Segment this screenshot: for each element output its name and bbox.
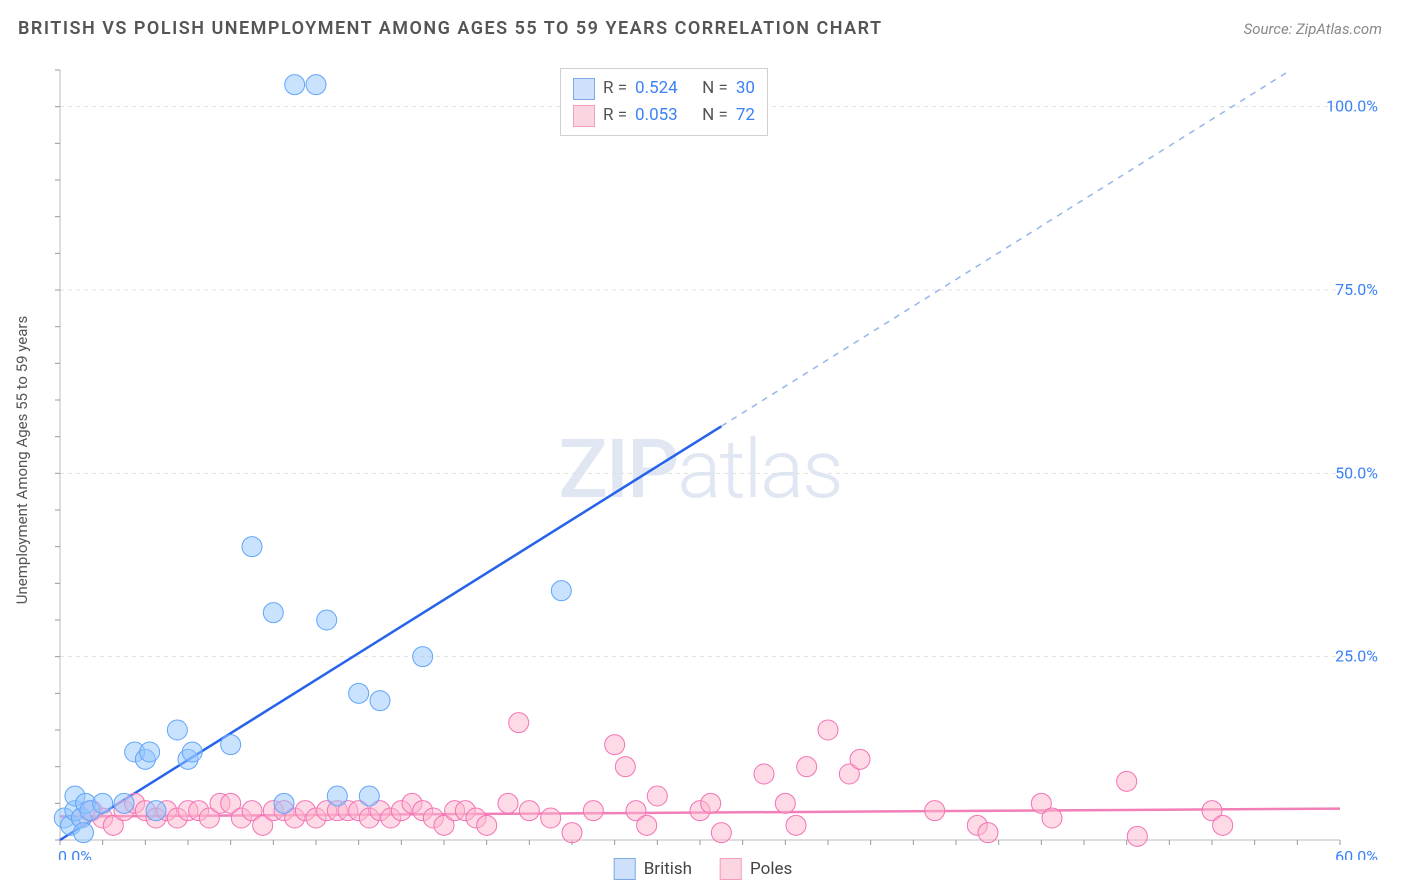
svg-text:25.0%: 25.0% <box>1335 647 1378 666</box>
legend-label-poles: Poles <box>750 859 792 879</box>
chart-area: Unemployment Among Ages 55 to 59 years 2… <box>50 60 1386 860</box>
r-value-poles: 0.053 <box>635 102 678 129</box>
r-label: R = <box>603 75 627 102</box>
svg-text:60.0%: 60.0% <box>1335 847 1378 860</box>
chart-title: BRITISH VS POLISH UNEMPLOYMENT AMONG AGE… <box>18 18 883 39</box>
legend-item-poles: Poles <box>720 858 792 880</box>
svg-text:100.0%: 100.0% <box>1326 97 1378 116</box>
stats-row-british: R = 0.524 N = 30 <box>573 75 755 102</box>
y-axis-label: Unemployment Among Ages 55 to 59 years <box>13 316 31 604</box>
r-value-british: 0.524 <box>635 75 678 102</box>
series-legend: British Poles <box>614 858 793 880</box>
n-value-poles: 72 <box>736 102 755 129</box>
n-value-british: 30 <box>736 75 755 102</box>
n-label: N = <box>702 75 728 102</box>
legend-label-british: British <box>644 859 692 879</box>
stats-row-poles: R = 0.053 N = 72 <box>573 102 755 129</box>
scatter-plot-svg: 25.0% 50.0% 75.0% 100.0% 0.0% 60.0% ZIPatlas <box>50 60 1386 860</box>
r-label: R = <box>603 102 627 129</box>
svg-text:50.0%: 50.0% <box>1335 463 1378 482</box>
n-label: N = <box>702 102 728 129</box>
legend-item-british: British <box>614 858 692 880</box>
swatch-pink-icon <box>573 105 595 127</box>
svg-text:0.0%: 0.0% <box>58 847 92 860</box>
svg-text:ZIPatlas: ZIPatlas <box>558 422 841 518</box>
swatch-pink-icon <box>720 858 742 880</box>
swatch-blue-icon <box>573 78 595 100</box>
svg-text:75.0%: 75.0% <box>1335 280 1378 299</box>
stats-legend: R = 0.524 N = 30 R = 0.053 N = 72 <box>560 68 768 136</box>
source-attribution: Source: ZipAtlas.com <box>1244 20 1382 38</box>
swatch-blue-icon <box>614 858 636 880</box>
